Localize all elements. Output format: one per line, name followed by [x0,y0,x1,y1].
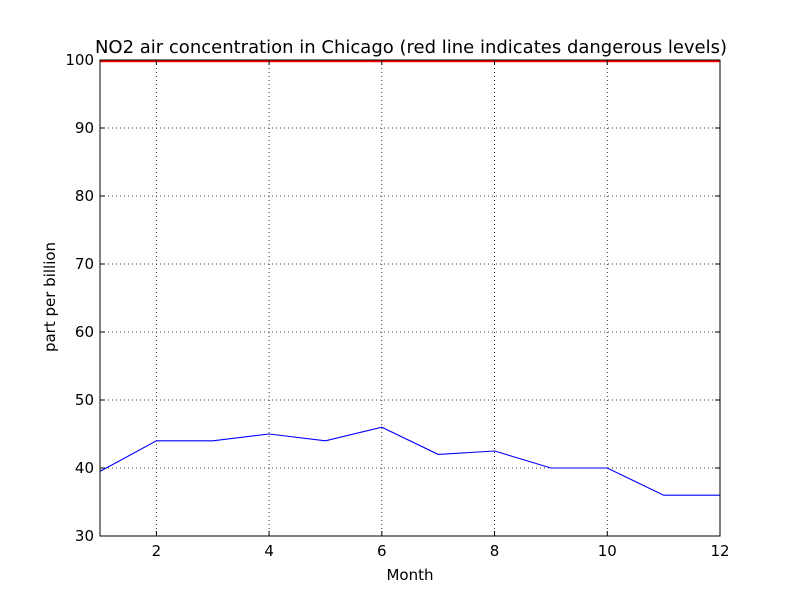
y-tick-label: 90 [75,119,94,137]
x-tick-label: 10 [598,542,617,560]
y-tick-label: 70 [75,255,94,273]
y-tick-label: 80 [75,187,94,205]
y-tick-label: 100 [65,51,94,69]
plot-area-frame [99,59,721,537]
y-tick-label: 50 [75,391,94,409]
x-tick-label: 6 [377,542,387,560]
x-axis-label: Month [386,566,433,584]
y-tick-label: 60 [75,323,94,341]
ticks: 2 4 6 8 10 12 30 40 50 60 70 80 90 100 [65,51,729,560]
x-tick-label: 8 [490,542,500,560]
x-tick-label: 4 [264,542,274,560]
y-tick-label: 30 [75,527,94,545]
y-tick-label: 40 [75,459,94,477]
chart-title: NO2 air concentration in Chicago (red li… [95,37,727,58]
no2-series-line [99,426,720,496]
grid [100,60,720,536]
y-axis-label: part per billion [41,242,59,352]
data-layer [99,59,720,496]
x-tick-label: 12 [710,542,729,560]
x-tick-label: 2 [152,542,162,560]
